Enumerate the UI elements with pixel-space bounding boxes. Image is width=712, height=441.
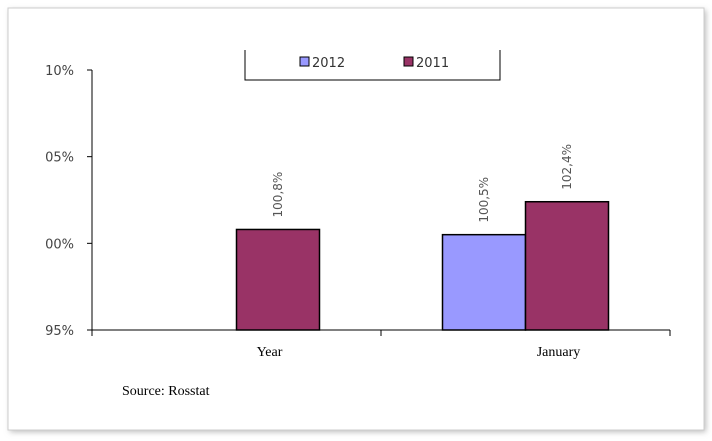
y-tick-label: 100% bbox=[37, 237, 74, 252]
legend-box bbox=[244, 50, 501, 81]
value-label: 100,8% bbox=[271, 172, 285, 218]
value-label: 102,4% bbox=[560, 144, 574, 190]
legend-swatch bbox=[299, 56, 310, 67]
y-tick-label: 105% bbox=[37, 151, 74, 166]
x-tick-label: Year bbox=[257, 345, 283, 360]
y-ticks: 95% 100% 105% 110% bbox=[37, 64, 74, 339]
legend-label: 2011 bbox=[416, 56, 449, 71]
legend-swatch bbox=[403, 56, 414, 67]
bar bbox=[235, 228, 321, 331]
y-tick-label: 110% bbox=[37, 64, 74, 79]
legend-label: 2012 bbox=[312, 56, 345, 71]
bar bbox=[441, 233, 527, 331]
y-tick-label: 95% bbox=[45, 324, 74, 339]
x-tick-label: January bbox=[537, 345, 581, 360]
plot: Year 100,8% January 100,5% 102,4% 2012 2011 bbox=[87, 56, 671, 360]
bar bbox=[524, 200, 610, 331]
source: Source: Rosstat bbox=[122, 384, 210, 399]
value-label: 100,5% bbox=[477, 177, 491, 223]
